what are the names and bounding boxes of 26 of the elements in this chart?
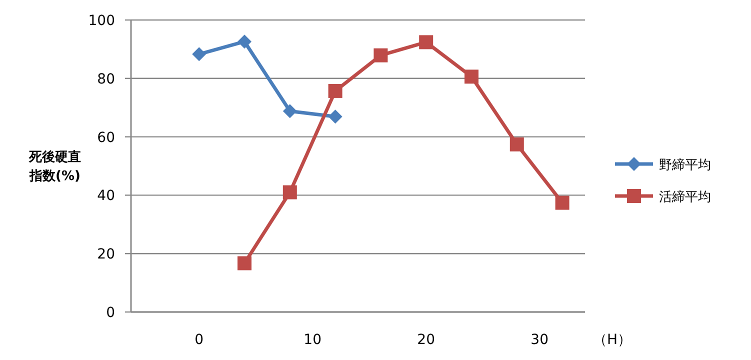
x-tick-label: 20: [417, 332, 436, 348]
y-axis-title: 死後硬直指数(%): [28, 149, 82, 186]
legend-label: 活締平均: [659, 190, 711, 205]
y-tick-label: 0: [106, 305, 115, 321]
x-tick-label: 10: [304, 332, 322, 348]
x-tick-label: 0: [194, 332, 204, 348]
x-axis-title: （H）: [593, 332, 632, 348]
point: [464, 70, 478, 84]
point: [510, 137, 524, 152]
point: [555, 196, 570, 210]
point: [374, 48, 388, 62]
y-tick-label: 100: [88, 13, 115, 29]
point: [238, 256, 252, 270]
point: [238, 34, 252, 49]
y-tick-label: 40: [97, 188, 115, 204]
point: [328, 110, 342, 124]
y-tick-label: 80: [97, 71, 115, 88]
y-tick-label: 60: [97, 130, 115, 146]
point: [192, 47, 206, 62]
point: [282, 185, 297, 200]
y-tick-label: 20: [97, 246, 115, 263]
point: [282, 104, 297, 118]
x-tick-label: 30: [530, 332, 549, 348]
legend-label: 野締平均: [659, 158, 711, 173]
point: [419, 35, 434, 50]
point: [328, 84, 342, 98]
